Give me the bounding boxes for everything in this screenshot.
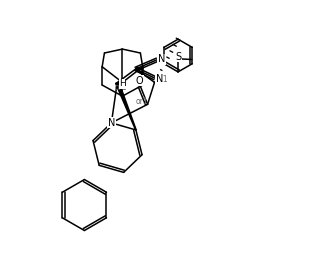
Text: N: N: [158, 54, 165, 64]
Text: S: S: [176, 52, 182, 62]
Text: or1: or1: [114, 83, 127, 92]
Text: or1: or1: [155, 75, 168, 84]
Polygon shape: [115, 82, 136, 130]
Text: N: N: [108, 118, 115, 128]
Text: or1: or1: [136, 97, 148, 106]
Text: N: N: [156, 74, 163, 84]
Text: O: O: [136, 76, 143, 86]
Text: H: H: [119, 79, 126, 89]
